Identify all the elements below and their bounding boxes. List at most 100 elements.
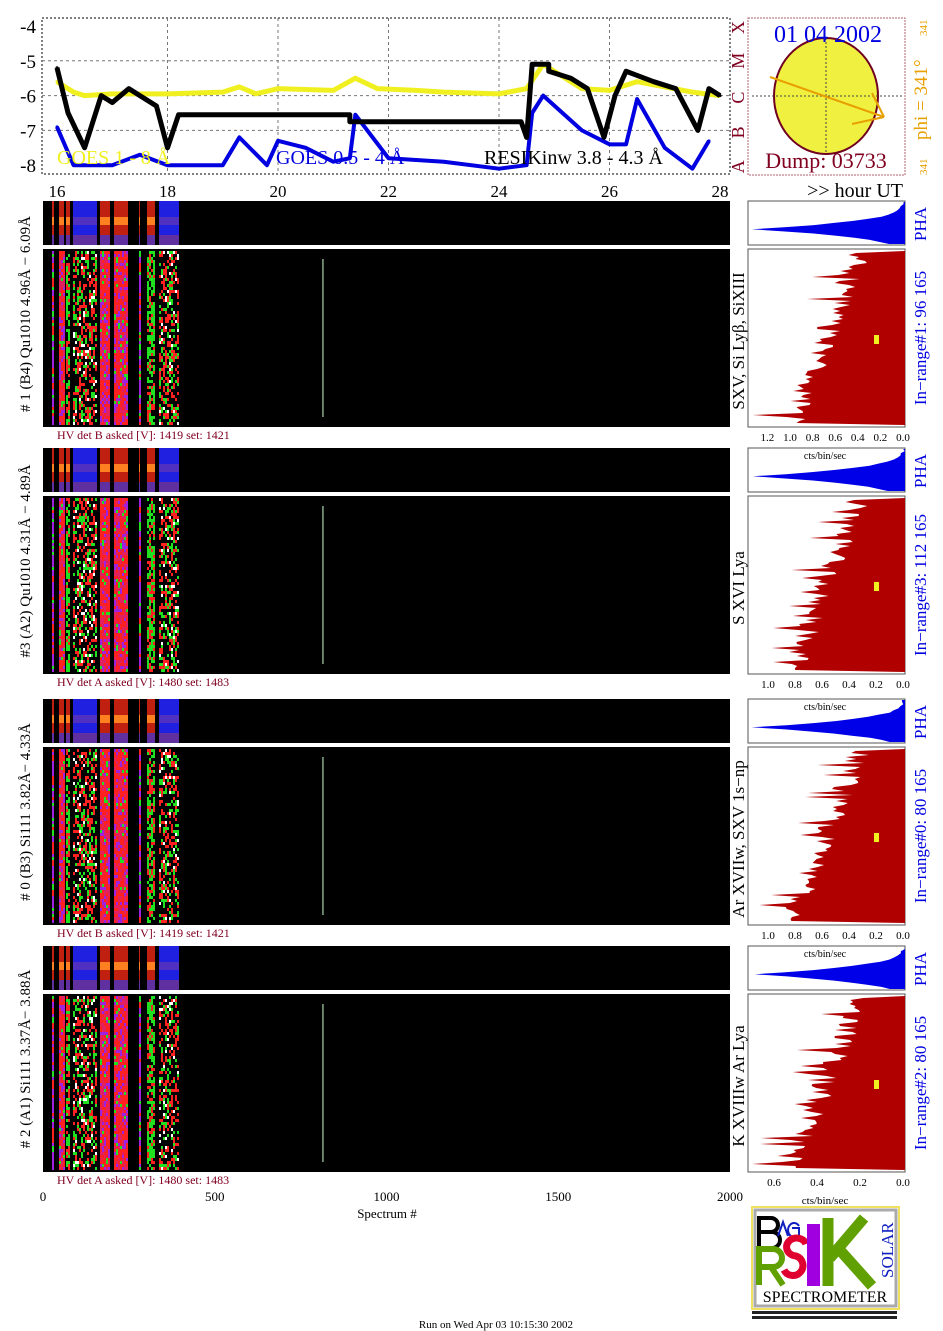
series-point-2 — [177, 113, 181, 117]
series-point-1 — [707, 139, 711, 143]
series-point-0 — [353, 76, 357, 80]
detector-panel-0: # 1 (B4) Qu1010 4.96Å − 6.09Å SXV, Si Lyβ… — [18, 200, 930, 444]
spectrogram-band — [100, 749, 110, 923]
spectrogram-band — [114, 996, 128, 1170]
y-tick-label: -8 — [20, 156, 36, 177]
series-point-2 — [707, 87, 711, 91]
spectrogram-band — [147, 251, 155, 425]
spectral-lines-label: K XVIIIw Ar Lya — [729, 1025, 748, 1147]
series-point-1 — [580, 128, 584, 132]
logo-spectrometer: SPECTROMETER — [763, 1289, 888, 1306]
series-line-0 — [55, 61, 721, 99]
spectrogram-band — [52, 749, 54, 923]
histogram-marker — [874, 1080, 879, 1089]
detector-panel-1: #3 (A2) Qu1010 4.31Å − 4.89Å S XVI Lya HV … — [18, 447, 930, 691]
pha-strip-band — [147, 946, 155, 990]
hist-tick-label: 0.0 — [896, 930, 910, 942]
spectrogram-band — [59, 749, 65, 923]
spectrogram-band — [159, 251, 179, 425]
pha-label: PHA — [911, 704, 930, 739]
logo-ragg-glyph — [777, 1219, 800, 1237]
series-point-2 — [519, 120, 523, 124]
spectrogram-band — [139, 996, 141, 1170]
series-point-2 — [547, 62, 551, 66]
series-point-1 — [442, 160, 446, 164]
spectrogram-band — [100, 498, 110, 672]
hist-unit-label: cts/bin/sec — [804, 451, 847, 462]
series-point-2 — [154, 104, 158, 108]
pha-strip-band — [66, 699, 70, 743]
spectrogram — [43, 994, 730, 1172]
series-point-0 — [221, 90, 225, 94]
detector-panels: # 1 (B4) Qu1010 4.96Å − 6.09Å SXV, Si Lyβ… — [18, 200, 930, 1189]
pha-strip-band — [159, 699, 179, 743]
spectrogram-band — [59, 498, 65, 672]
histogram-marker — [874, 335, 879, 344]
pha-strip-band — [59, 946, 64, 990]
hist-tick-label: 0.6 — [828, 432, 842, 444]
series-point-1 — [635, 97, 639, 101]
pha-strip-band — [114, 201, 128, 245]
pha-strip-band — [73, 448, 97, 492]
spectrogram-band — [52, 498, 54, 672]
spectrum-tick-label: 500 — [205, 1189, 225, 1204]
spectrum-tick-label: 1000 — [374, 1189, 400, 1204]
series-point-1 — [331, 160, 335, 164]
spectrogram-band — [100, 996, 110, 1170]
phi-label: phi = 341° — [911, 59, 932, 140]
x-tick-label: 24 — [491, 182, 509, 201]
pha-strip-band — [73, 699, 97, 743]
spectrogram-band — [139, 498, 141, 672]
pha-histogram — [754, 947, 905, 989]
series-point-2 — [674, 87, 678, 91]
pha-strip-band — [159, 448, 179, 492]
pha-strip-band — [139, 946, 140, 990]
series-point-0 — [635, 80, 639, 84]
goes-class-B: B — [728, 126, 748, 138]
spectrogram-band — [66, 996, 70, 1170]
series-point-1 — [690, 167, 694, 171]
pha-strip-band — [147, 699, 155, 743]
pha-strip-band — [114, 946, 128, 990]
series-point-1 — [525, 163, 529, 167]
logo-fineprint-2 — [752, 1316, 897, 1319]
hist-tick-label: 0.4 — [810, 1177, 824, 1189]
legend-goes-long: GOES 1 - 8 Å — [57, 147, 171, 169]
goes-class-letters: A B C M X — [728, 21, 748, 173]
date-label: 01 04 2002 — [774, 22, 882, 48]
logo-fineprint-1 — [752, 1311, 897, 1314]
spectrogram-band — [114, 749, 128, 923]
spectral-lines-label: S XVI Lya — [729, 551, 748, 625]
logo-r-glyph — [756, 1246, 786, 1287]
run-timestamp: Run on Wed Apr 03 10:15:30 2002 — [419, 1319, 573, 1331]
logo-s-glyph — [780, 1234, 810, 1279]
pha-strip-band — [100, 448, 110, 492]
hist-unit-label: cts/bin/sec — [804, 949, 847, 960]
series-point-0 — [237, 85, 241, 89]
pha-strip-band — [147, 201, 155, 245]
spectrum-axis-title: Spectrum # — [357, 1206, 417, 1221]
series-point-0 — [690, 90, 694, 94]
hist-tick-label: 1.0 — [761, 679, 775, 691]
pha-strip — [43, 699, 730, 743]
series-point-0 — [497, 92, 501, 96]
pha-strip-band — [66, 448, 70, 492]
detector-panel-2: # 0 (B3) Si111 3.82Å− 4.33Å Ar XVIIw, SXV… — [18, 698, 930, 942]
series-point-0 — [414, 88, 418, 92]
histogram-marker — [874, 582, 879, 591]
pha-strip-band — [52, 946, 54, 990]
hv-label: HV det B asked [V]: 1419 set: 1421 — [57, 926, 230, 940]
y-tick-labels: -4 -5 -6 -7 -8 — [20, 17, 36, 177]
x-unit-label: >> hour UT — [807, 180, 903, 202]
hv-label: HV det A asked [V]: 1480 set: 1483 — [57, 675, 229, 689]
pha-label: PHA — [911, 206, 930, 241]
hist-tick-label: 0.4 — [842, 930, 856, 942]
series-point-0 — [608, 88, 611, 92]
series-point-1 — [541, 94, 545, 98]
spectrum-tick-label: 0 — [40, 1189, 47, 1204]
x-tick-label: 20 — [270, 182, 287, 201]
series-line-1 — [55, 93, 711, 171]
series-point-2 — [55, 66, 59, 70]
pha-histogram — [751, 700, 905, 742]
